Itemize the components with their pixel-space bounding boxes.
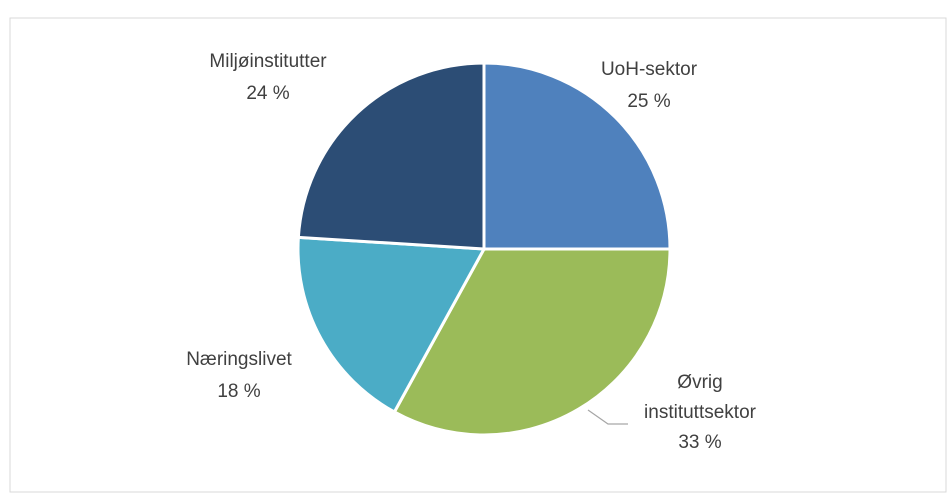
slice-label: Næringslivet [186,349,292,370]
pie-slice [482,61,672,251]
slice-label: Øvrig instituttsektor [644,372,757,423]
pie-slice [296,235,487,415]
leader-line [587,409,628,425]
slice-value-label: 18 % [217,381,260,402]
slice-label: Miljøinstitutter [209,51,327,72]
pie-slice [392,247,672,437]
pie-slice [296,61,486,251]
slice-value-label: 25 % [627,91,670,112]
slice-value-label: 33 % [678,432,721,453]
slice-value-label: 24 % [246,83,289,104]
slice-label: UoH-sektor [601,59,698,80]
